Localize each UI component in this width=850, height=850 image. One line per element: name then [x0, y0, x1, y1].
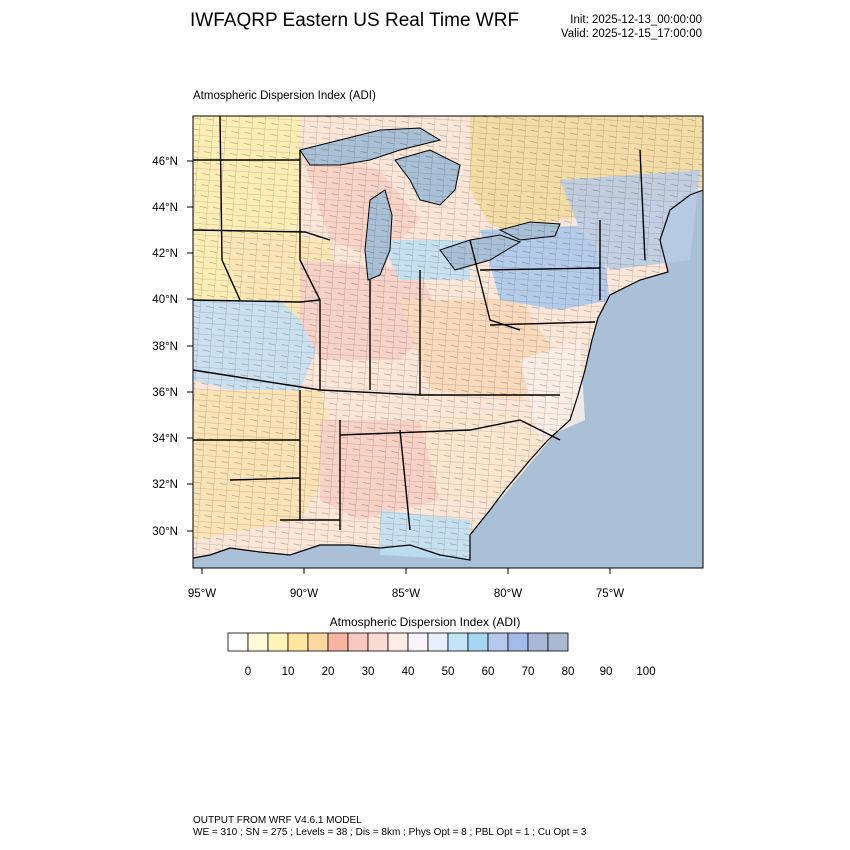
colorbar-swatch	[427, 632, 449, 652]
model-footer: OUTPUT FROM WRF V4.6.1 MODEL WE = 310 ; …	[193, 815, 586, 839]
colorbar-swatch	[407, 632, 429, 652]
colorbar-tick: 50	[442, 666, 455, 678]
coastline	[193, 189, 703, 561]
lat-label: 32°N	[152, 479, 178, 491]
colorbar-tick: 90	[600, 666, 613, 678]
colorbar-swatch	[347, 632, 369, 652]
lat-label: 38°N	[152, 341, 178, 353]
county-boundaries	[193, 116, 703, 560]
colorbar-swatch	[547, 632, 569, 652]
lat-label: 36°N	[152, 387, 178, 399]
colorbar-swatch	[247, 632, 269, 652]
colorbar-swatch	[507, 632, 529, 652]
timestamp-block: Init: 2025-12-13_00:00:00 Valid: 2025-12…	[561, 13, 702, 41]
colorbar-swatch	[367, 632, 389, 652]
colorbar-swatch	[387, 632, 409, 652]
colorbar-tick-labels: 0 10 20 30 40 50 60 70 80 90 100	[245, 666, 656, 678]
footer-line-2: WE = 310 ; SN = 275 ; Levels = 38 ; Dis …	[193, 827, 587, 838]
colorbar-swatch	[467, 632, 489, 652]
colorbar-swatch	[287, 632, 309, 652]
lon-label: 90°W	[290, 588, 318, 600]
colorbar-tick: 70	[522, 666, 535, 678]
lat-label: 40°N	[152, 294, 178, 306]
colorbar-tick: 0	[245, 666, 251, 678]
colorbar-swatch	[527, 632, 549, 652]
colorbar-tick: 60	[482, 666, 495, 678]
colorbar-tick: 10	[282, 666, 295, 678]
latitude-axis: 46°N 44°N 42°N 40°N 38°N 36°N 34°N 32°N …	[152, 156, 193, 538]
state-boundaries	[193, 116, 646, 531]
lat-label: 30°N	[152, 526, 178, 538]
chart-title: IWFAQRP Eastern US Real Time WRF	[190, 10, 520, 31]
footer-line-1: OUTPUT FROM WRF V4.6.1 MODEL	[193, 815, 362, 826]
lon-label: 85°W	[392, 588, 420, 600]
colorbar-tick: 30	[362, 666, 375, 678]
lon-label: 95°W	[188, 588, 216, 600]
lat-label: 42°N	[152, 248, 178, 260]
colorbar-swatch	[267, 632, 289, 652]
colorbar-swatch	[447, 632, 469, 652]
colorbar-swatch	[327, 632, 349, 652]
lon-label: 75°W	[596, 588, 624, 600]
lon-label: 80°W	[494, 588, 522, 600]
colorbar-swatch	[487, 632, 509, 652]
map-content	[193, 116, 703, 568]
lat-label: 44°N	[152, 202, 178, 214]
valid-time: Valid: 2025-12-15_17:00:00	[560, 28, 702, 40]
colorbar-title: Atmospheric Dispersion Index (ADI)	[329, 615, 521, 629]
plot-subtitle: Atmospheric Dispersion Index (ADI)	[193, 90, 376, 102]
map-frame	[192, 115, 704, 569]
colorbar-tick: 20	[322, 666, 335, 678]
colorbar-swatch	[227, 632, 249, 652]
colorbar-tick: 80	[562, 666, 575, 678]
longitude-axis: 95°W 90°W 85°W 80°W 75°W	[188, 568, 624, 600]
colorbar-tick: 40	[402, 666, 415, 678]
lat-label: 46°N	[152, 156, 178, 168]
lat-label: 34°N	[152, 433, 178, 445]
colorbar-swatch	[307, 632, 329, 652]
init-time: Init: 2025-12-13_00:00:00	[570, 14, 702, 26]
colorbar-tick: 100	[636, 666, 655, 678]
colorbar	[227, 632, 569, 652]
